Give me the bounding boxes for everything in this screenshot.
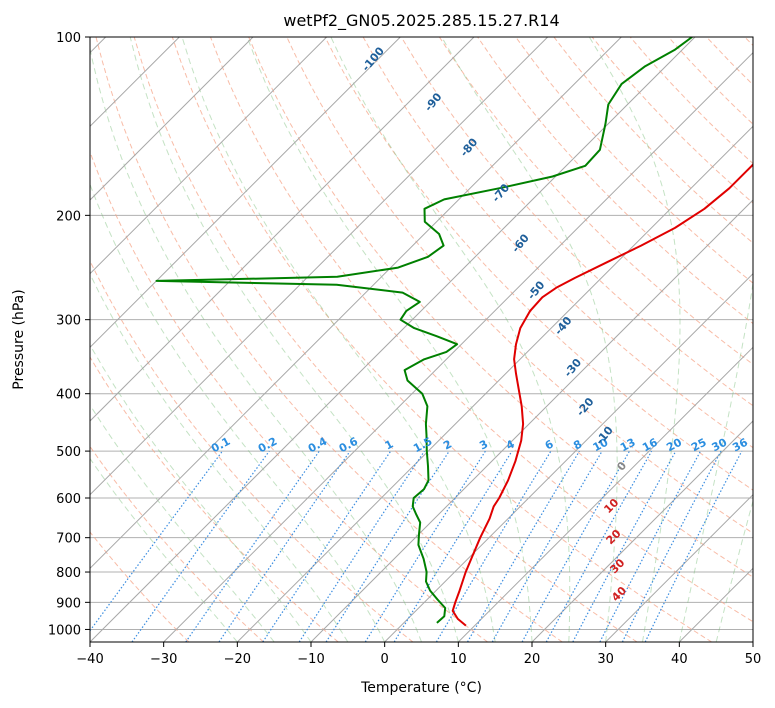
isotherm [90, 37, 328, 275]
mixing-ratio-line [521, 450, 631, 642]
mixing-ratio-label: 16 [640, 436, 660, 455]
y-tick-label: 100 [56, 31, 81, 46]
moist-adiabat [330, 37, 571, 642]
dewpoint-line [155, 37, 693, 624]
y-tick-label: 1000 [48, 623, 81, 638]
y-tick-label: 900 [56, 596, 81, 611]
profile-series [155, 37, 753, 627]
moist-adiabat [129, 37, 459, 642]
moist-adiabat [181, 37, 496, 642]
isotherm [163, 51, 753, 642]
x-tick-label: 40 [671, 652, 688, 667]
mixing-ratio-line [185, 450, 320, 642]
x-axis-title: Temperature (°C) [360, 680, 482, 696]
y-tick-label: 400 [56, 388, 81, 403]
temperature-line [451, 163, 753, 627]
mixing-ratio-line [218, 450, 351, 642]
y-tick-label: 800 [56, 566, 81, 581]
moist-adiabat [90, 457, 238, 642]
dry-adiabat [210, 37, 753, 623]
dry-adiabat [438, 37, 753, 366]
moist-adiabat [715, 499, 753, 642]
mixing-ratio-line [572, 450, 677, 642]
moist-adiabat [441, 37, 618, 642]
dry-adiabat [248, 37, 753, 578]
mixing-ratio-line [131, 450, 270, 642]
skewed-isotherms [90, 37, 753, 642]
mixing-ratio-label: 20 [664, 435, 684, 454]
moist-adiabat [678, 280, 753, 642]
x-tick-label: 50 [745, 652, 762, 667]
x-tick-label: −40 [76, 652, 103, 667]
isotherm [457, 346, 753, 642]
mixing-ratio-label: 25 [689, 436, 709, 455]
moist-adiabat [588, 37, 681, 642]
moist-adiabat [90, 404, 275, 642]
mixing-ratio-line [298, 450, 425, 642]
moist-adiabat [246, 37, 533, 642]
dry-adiabat [171, 37, 712, 642]
dry-adiabat [90, 445, 264, 642]
isotherm [90, 37, 401, 349]
y-tick-label: 600 [56, 492, 81, 507]
mixing-ratio-lines [90, 450, 743, 642]
y-tick-label: 700 [56, 532, 81, 547]
x-tick-label: −30 [150, 652, 177, 667]
x-tick-label: 0 [381, 652, 389, 667]
mixing-ratio-line [621, 450, 722, 642]
mixing-ratio-line [393, 450, 513, 642]
isotherm [384, 272, 753, 642]
mixing-ratio-line [599, 450, 702, 642]
y-tick-label: 300 [56, 314, 81, 329]
isotherm [90, 37, 475, 422]
isotherm [90, 37, 549, 496]
plot-area: 0.1 0.2 0.4 0.6 1 1.5 2 3 4 6 8 10 13 16 20 25 30 36-100-… [90, 37, 753, 642]
mixing-ratio-line [364, 450, 486, 642]
mixing-ratio-label: 36 [730, 436, 750, 455]
mixing-ratio-line [262, 450, 392, 642]
mixing-ratio-line [644, 450, 743, 642]
pressure-gridlines [90, 37, 753, 630]
dry-adiabat [90, 531, 190, 642]
x-tick-label: 10 [450, 652, 467, 667]
x-tick-label: 30 [597, 652, 614, 667]
moist-adiabat [90, 182, 386, 642]
mixing-ratio-line [435, 450, 552, 642]
dry-adiabat [133, 37, 638, 642]
mixing-ratio-line [325, 450, 450, 642]
y-tick-label: 200 [56, 209, 81, 224]
y-axis: 1000 900 800 700 600 500 400 300 200 100 [48, 31, 90, 638]
dry-adiabat [90, 150, 488, 642]
x-tick-label: −10 [297, 652, 324, 667]
isotherm [90, 37, 696, 642]
isotherm [752, 641, 753, 642]
isotherm [531, 420, 753, 642]
mixing-ratio-label: 13 [618, 436, 638, 455]
dry-adiabat [324, 37, 753, 491]
dry-adiabat [400, 37, 753, 407]
x-tick-label: 20 [524, 652, 541, 667]
plot-frame [89, 36, 754, 643]
mixing-ratio-label: 30 [710, 436, 730, 455]
x-tick-label: −20 [224, 652, 251, 667]
mixing-ratio-label: 10 [591, 435, 611, 454]
isotherm [90, 37, 622, 570]
isotherm [605, 493, 753, 642]
dry-adiabat [90, 356, 339, 642]
x-axis: −40 −30 −20 −10 0 10 20 30 40 50 [76, 642, 761, 667]
isotherm [310, 199, 753, 642]
y-tick-label: 500 [56, 445, 81, 460]
y-axis-title: Pressure (hPa) [11, 289, 27, 389]
mixing-ratio-line [545, 450, 653, 642]
chart-title: wetPf2_GN05.2025.285.15.27.R14 [283, 11, 559, 31]
moist-adiabat [90, 272, 349, 642]
dry-adiabat [515, 37, 753, 284]
isotherm [236, 125, 753, 642]
mixing-ratio-line [90, 450, 223, 632]
isotherm [90, 37, 254, 201]
